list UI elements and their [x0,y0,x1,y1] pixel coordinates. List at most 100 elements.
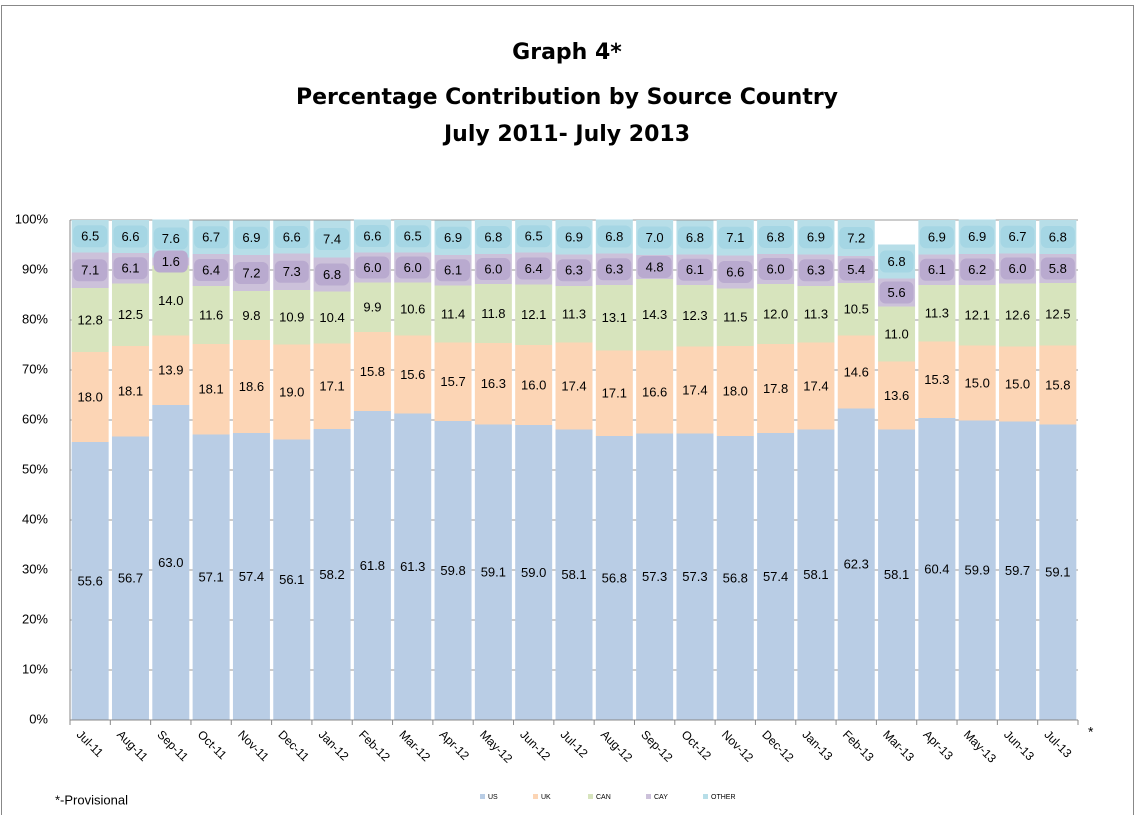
x-tick-label: Oct-12 [679,727,715,763]
bar-segment [595,285,633,351]
data-label: 6.8 [888,254,906,269]
data-label: 6.0 [767,261,785,276]
y-tick-label: 0% [29,711,48,726]
bar-segment [474,284,512,343]
data-label: 7.3 [283,264,301,279]
data-label-box [839,227,874,249]
data-label-box [879,281,914,304]
data-label-box [113,225,148,248]
bar-segment [232,433,270,720]
data-label: 13.1 [602,310,627,325]
data-label: 18.0 [723,383,748,398]
data-label: 59.1 [1045,565,1070,580]
data-label: 15.3 [924,372,949,387]
bar-segment [313,291,351,344]
data-label-box [355,225,390,247]
data-label: 62.3 [844,557,869,572]
y-tick-label: 70% [22,361,48,376]
x-tick-label: Jul-11 [74,727,107,760]
data-label: 14.0 [158,293,183,308]
x-tick-label: Jun-13 [1001,727,1037,763]
data-label-box [637,256,672,278]
bar-segment [111,346,149,437]
bar-segment [676,433,714,720]
bar-segment [958,285,996,346]
bar-segment [515,284,553,345]
data-label: 6.5 [404,229,422,244]
data-label-box [274,226,309,248]
data-label: 16.6 [642,384,667,399]
data-label-box [476,258,511,280]
data-label: 57.1 [198,570,223,585]
data-label-box [113,257,148,280]
data-label-box [919,226,954,249]
data-label: 18.0 [78,389,103,404]
data-label: 16.3 [481,376,506,391]
bar-segment [837,408,875,720]
data-label: 11.4 [441,306,465,321]
bar-segment [273,290,311,345]
data-label: 11.6 [199,307,223,322]
data-label: 12.1 [521,307,546,322]
data-label: 11.3 [925,306,949,321]
data-label: 11.5 [723,310,747,325]
data-label-box [637,226,672,249]
bar-segment [555,286,593,343]
data-label: 56.8 [602,570,627,585]
data-label: 58.1 [884,567,909,582]
bar-segment [878,429,916,720]
bar-segment [918,418,956,720]
data-label: 6.0 [1008,261,1026,276]
bar-segment [958,420,996,720]
bar-segment [1039,424,1077,720]
data-label: 6.8 [1049,229,1067,244]
bar-segment [958,345,996,421]
data-label-box [1040,226,1075,248]
legend-swatch [703,794,708,799]
x-tick-label: May-13 [961,727,999,765]
data-label: 12.8 [78,312,103,327]
data-label: 4.8 [646,259,664,274]
data-label: 12.5 [118,307,143,322]
data-label: 56.1 [279,572,304,587]
data-label: 6.8 [686,230,704,245]
data-label: 12.1 [965,308,990,323]
data-label: 11.3 [562,307,586,322]
data-label: 5.6 [888,285,906,300]
x-tick-label: Mar-13 [880,727,917,764]
data-label-box [274,260,309,283]
data-label: 7.0 [646,230,664,245]
data-label-box [597,258,632,281]
data-label: 59.8 [440,563,465,578]
data-label: 17.4 [682,382,707,397]
data-label: 6.7 [202,230,220,245]
bar-segment [757,284,795,344]
data-label: 10.6 [400,301,425,316]
bar-segment [1039,283,1077,346]
legend-swatch [588,794,593,799]
data-label-box [516,257,551,280]
data-label: 6.4 [525,261,543,276]
data-label: 6.6 [363,228,381,243]
bar-segment [232,291,270,340]
x-tick-label: Aug-11 [114,727,151,764]
x-tick-label: Feb-12 [356,727,393,764]
data-label-box [1000,225,1035,248]
bar-segment [353,332,391,411]
bar-segment [1039,345,1077,425]
data-label: 58.1 [561,567,586,582]
data-label: 16.0 [521,377,546,392]
data-label-box [879,250,914,273]
x-tick-label: Jan-12 [316,727,352,763]
data-label-box [677,226,712,249]
data-label: 19.0 [279,384,304,399]
bar-segment [394,413,432,720]
bar-segment [757,433,795,720]
data-label: 6.1 [121,261,139,276]
data-label: 61.8 [360,558,385,573]
data-label: 6.4 [202,262,220,277]
y-tick-label: 80% [22,311,48,326]
bar-segment [192,344,230,435]
x-tick-label: Oct-11 [195,727,230,762]
data-label-box [960,258,995,281]
